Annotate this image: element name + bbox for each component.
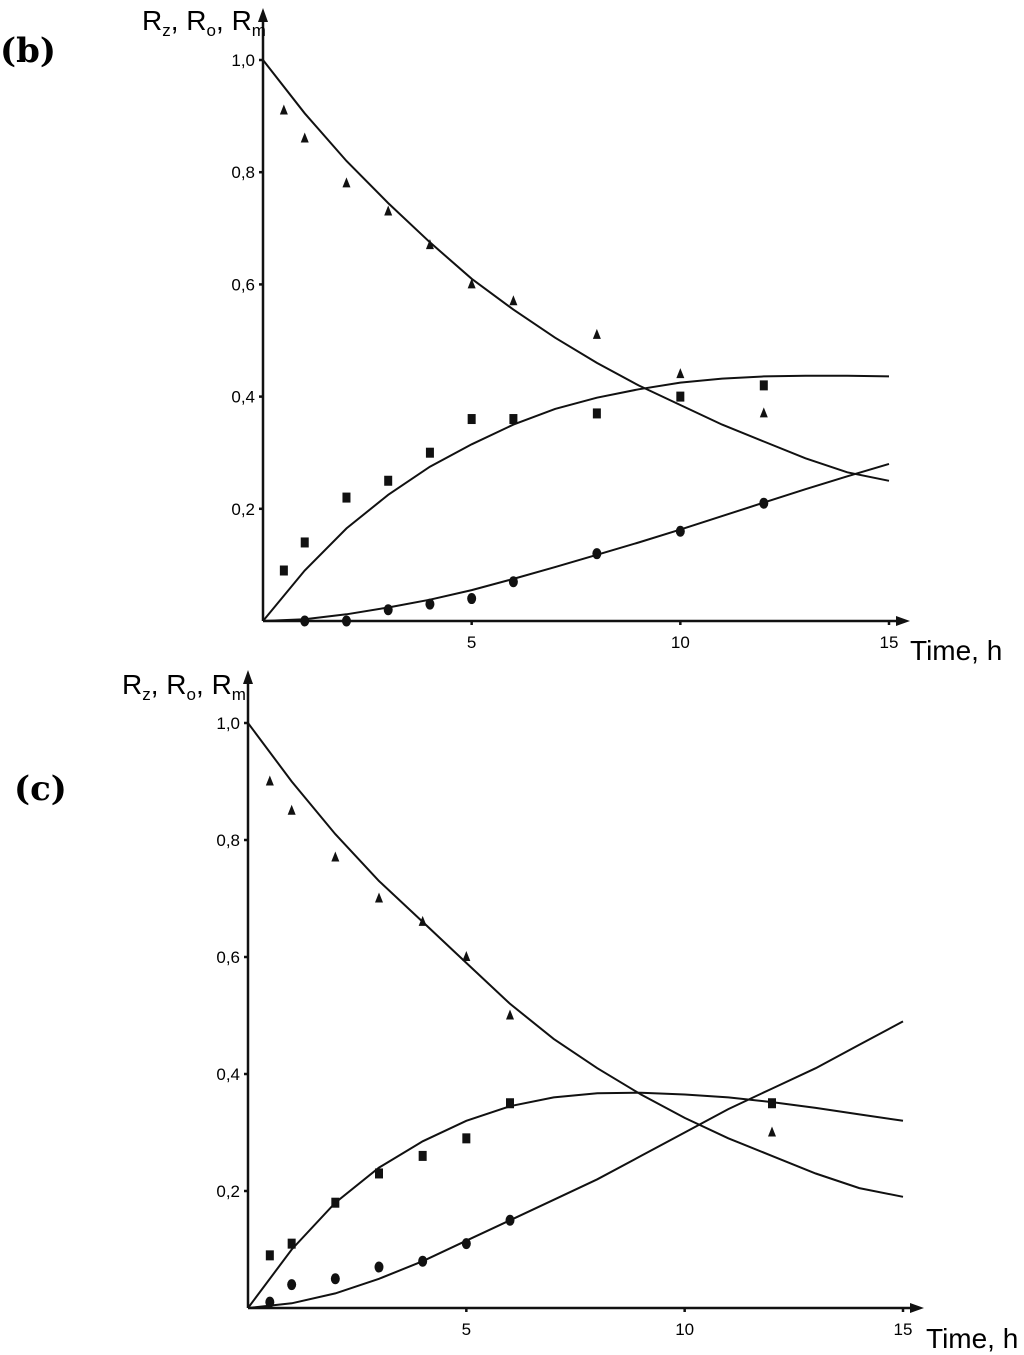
data-point-triangle (592, 328, 601, 339)
panel-label: (b) (0, 31, 56, 71)
data-point-circle (508, 576, 518, 588)
data-point-triangle (425, 239, 434, 250)
data-point-triangle (768, 1126, 776, 1137)
fitted-curve-square (247, 1091, 904, 1309)
series-circle (247, 1020, 904, 1309)
data-point-circle (300, 615, 310, 627)
fitted-curve-triangle (247, 722, 904, 1198)
data-point-circle (265, 1296, 275, 1308)
data-point-square (287, 1238, 296, 1249)
y-tick-label: 0,6 (231, 275, 255, 294)
data-point-triangle (384, 205, 393, 216)
x-tick-label: 5 (462, 1320, 471, 1339)
data-point-square (592, 408, 601, 419)
x-axis-title: Time, h (926, 1323, 1018, 1354)
chart-panel-b: (b) 0,2 0,4 0,6 0,8 1,0 5 10 15 Rz, Ro, Rm Time, h (0, 5, 1002, 666)
series-triangle (262, 59, 890, 482)
x-tick-label: 10 (671, 633, 690, 652)
y-tick-label: 0,2 (216, 1182, 240, 1201)
data-point-circle (759, 497, 769, 509)
data-point-square (342, 492, 351, 503)
data-point-square (425, 447, 434, 458)
data-point-square (375, 1168, 383, 1179)
y-tick-label: 0,8 (216, 831, 240, 850)
data-point-square (300, 537, 309, 548)
y-axis-arrow-icon (258, 8, 268, 22)
y-axis-title: Rz, Ro, Rm (142, 5, 266, 40)
data-point-square (265, 1250, 274, 1261)
data-point-circle (383, 604, 393, 616)
y-tick-label: 0,4 (216, 1065, 240, 1084)
data-point-triangle (506, 1009, 514, 1020)
y-tick-label: 1,0 (231, 51, 255, 70)
fitted-curve-circle (247, 1020, 904, 1309)
data-point-circle (505, 1214, 515, 1226)
data-point-square (418, 1150, 427, 1161)
data-point-triangle (676, 368, 685, 379)
data-point-triangle (462, 951, 471, 961)
data-point-triangle (509, 295, 518, 306)
panel-label: (c) (14, 769, 67, 809)
data-point-square (462, 1133, 471, 1144)
data-point-triangle (279, 104, 288, 115)
data-point-circle (341, 615, 351, 627)
series-circle (262, 462, 890, 627)
data-point-circle (467, 593, 477, 605)
y-tick-label: 0,8 (231, 163, 255, 182)
x-axis-title: Time, h (910, 635, 1002, 666)
y-axis-arrow-icon (243, 670, 253, 684)
series-triangle (247, 722, 904, 1198)
data-point-triangle (300, 132, 309, 143)
x-tick-label: 5 (467, 633, 476, 652)
data-point-circle (287, 1279, 297, 1291)
data-point-square (384, 475, 393, 486)
x-tick-label: 15 (880, 633, 899, 652)
data-point-square (509, 414, 518, 425)
y-tick-label: 0,4 (231, 388, 255, 407)
x-axis-arrow-icon (910, 1303, 924, 1313)
data-point-square (768, 1098, 776, 1109)
data-point-square (331, 1197, 340, 1208)
data-point-circle (418, 1255, 428, 1267)
data-point-triangle (418, 915, 427, 926)
y-tick-label: 0,6 (216, 948, 240, 967)
y-tick-label: 1,0 (216, 714, 240, 733)
data-point-triangle (265, 775, 274, 786)
y-axis-title: Rz, Ro, Rm (122, 669, 246, 704)
data-point-triangle (342, 177, 351, 188)
data-point-circle (592, 548, 602, 560)
series-square (262, 374, 890, 622)
fitted-curve-square (262, 374, 890, 622)
data-point-square (467, 414, 476, 425)
data-point-square (279, 565, 288, 576)
data-point-circle (675, 525, 685, 537)
data-point-square (506, 1098, 514, 1109)
x-tick-label: 15 (894, 1320, 913, 1339)
data-point-triangle (467, 278, 476, 289)
fitted-curve-triangle (262, 59, 890, 482)
chart-panel-c: (c) 0,2 0,4 0,6 0,8 1,0 5 10 15 Rz, Ro, Rm Time, h (14, 669, 1018, 1354)
data-point-square (676, 391, 685, 402)
data-point-circle (330, 1273, 340, 1285)
data-point-circle (425, 598, 435, 610)
data-point-triangle (759, 407, 768, 418)
x-tick-label: 10 (675, 1320, 694, 1339)
data-point-triangle (375, 892, 383, 903)
x-axis-arrow-icon (896, 616, 910, 626)
y-tick-label: 0,2 (231, 500, 255, 519)
data-point-square (759, 380, 768, 391)
data-point-triangle (287, 804, 296, 815)
data-point-circle (461, 1238, 471, 1250)
data-point-circle (374, 1261, 384, 1273)
series-square (247, 1091, 904, 1309)
data-point-triangle (331, 851, 340, 862)
fitted-curve-circle (262, 462, 890, 622)
